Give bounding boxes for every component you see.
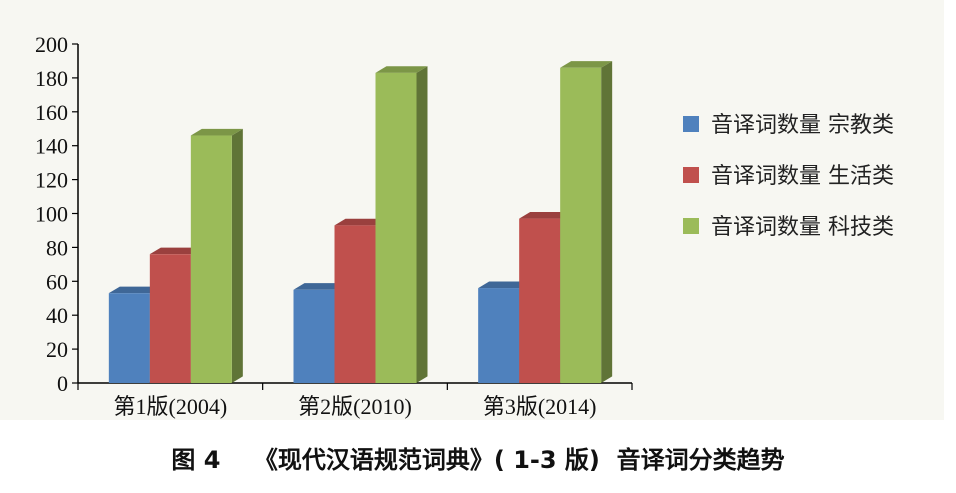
bar-top-face	[334, 218, 387, 226]
bars	[108, 61, 613, 383]
bar-front-face	[375, 72, 417, 383]
y-tick-label: 180	[35, 66, 68, 91]
bar-top-face	[478, 281, 531, 289]
y-tick-label: 40	[46, 303, 68, 328]
y-tick-label: 20	[46, 337, 68, 362]
bar-top-face	[190, 128, 243, 136]
y-tick-label: 200	[35, 32, 68, 57]
bar-top-face	[560, 61, 613, 68]
x-category-label: 第2版(2010)	[298, 394, 412, 419]
bar-chart: 0 20 40 60 80 100 120 140 160 180 200 第1版(2004) 第2版(…	[35, 32, 894, 419]
bar-front-face	[190, 135, 232, 383]
bar-top-face	[108, 286, 161, 294]
bar	[560, 61, 613, 383]
axes: 0 20 40 60 80 100 120 140 160 180 200 第1版(2004) 第2版(…	[35, 32, 633, 419]
y-tick-label: 0	[57, 371, 68, 396]
legend-swatch	[683, 167, 699, 183]
y-tick-label: 160	[35, 100, 68, 125]
x-category-label: 第1版(2004)	[114, 394, 228, 419]
x-category-label: 第3版(2014)	[483, 394, 597, 419]
bar-front-face	[149, 254, 191, 383]
bar-top-face	[519, 211, 572, 219]
figure-caption: 图 4 《现代汉语规范词典》( 1-3 版) 音译词分类趋势	[171, 446, 785, 474]
bar-front-face	[334, 225, 376, 383]
legend-label: 音译词数量 科技类	[711, 215, 894, 240]
bar-top-face	[293, 283, 346, 290]
bar-front-face	[108, 293, 150, 383]
legend-label: 音译词数量 生活类	[711, 164, 894, 189]
bar-front-face	[560, 67, 602, 383]
bar	[375, 66, 428, 383]
bar-top-face	[375, 66, 428, 73]
bar-top-face	[149, 247, 202, 255]
bar-side-face	[601, 61, 613, 383]
legend-swatch	[683, 116, 699, 132]
y-tick-label: 80	[46, 235, 68, 260]
bar-front-face	[293, 289, 335, 383]
bar-side-face	[416, 66, 428, 383]
bar	[190, 128, 243, 383]
bar	[334, 218, 387, 383]
legend-label: 音译词数量 宗教类	[711, 113, 894, 138]
bar-front-face	[519, 218, 561, 383]
bar-front-face	[478, 288, 520, 383]
y-tick-label: 60	[46, 269, 68, 294]
y-tick-label: 140	[35, 134, 68, 159]
y-tick-label: 100	[35, 202, 68, 227]
y-tick-label: 120	[35, 168, 68, 193]
legend-swatch	[683, 218, 699, 234]
bar-side-face	[231, 128, 243, 383]
